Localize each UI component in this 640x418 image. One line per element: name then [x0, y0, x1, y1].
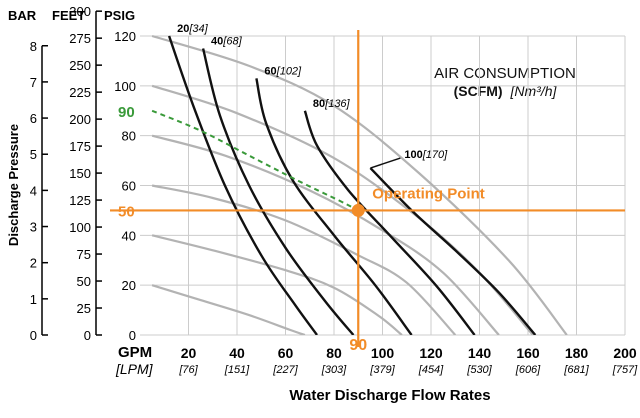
side-axis-tick-label: 1	[30, 292, 37, 307]
axis-title-feet: FEET	[52, 8, 85, 23]
side-axis-tick-label: 4	[30, 183, 37, 198]
x-tick-label-lpm: [303]	[321, 364, 347, 376]
side-axis-tick-label: 175	[69, 139, 91, 154]
air-curve-label-value: 60	[264, 65, 276, 77]
air-curve-label: 20[34]	[177, 23, 209, 35]
side-axis-tick-label: 0	[84, 328, 91, 343]
air-curve-label-value: 40	[211, 35, 223, 47]
x-tick-label-lpm: [379]	[369, 364, 395, 376]
side-axis-tick-label: 0	[30, 328, 37, 343]
x-axis-label: Water Discharge Flow Rates	[289, 387, 490, 404]
chart-title: AIR CONSUMPTION	[434, 65, 576, 82]
air-curve	[369, 167, 537, 335]
air-curve-leader	[370, 157, 401, 169]
x-tick-label-gpm: 20	[181, 345, 197, 361]
side-axis-tick-label: 275	[69, 31, 91, 46]
pressure-curve	[151, 234, 403, 335]
psig-tick-label: 20	[122, 278, 136, 293]
x-tick-label-gpm: 140	[468, 345, 492, 361]
side-axis-tick-label: 125	[69, 193, 91, 208]
x-tick-label-gpm: 180	[565, 345, 589, 361]
air-curve-label-metric: [68]	[222, 35, 242, 47]
x-tick-label-lpm: [681]	[563, 364, 589, 376]
air-curve-label-value: 100	[404, 149, 422, 161]
air-curve-label-metric: [170]	[422, 149, 448, 161]
air-curve-label: 60[102]	[264, 65, 302, 77]
side-axis-tick-label: 225	[69, 85, 91, 100]
side-axis-tick-label: 8	[30, 39, 37, 54]
side-axis-tick-label: 250	[69, 58, 91, 73]
operating-point-layer: Operating Point 50 90 90	[110, 30, 625, 354]
axis-title-bar: BAR	[8, 8, 37, 23]
side-axis-tick-label: 5	[30, 147, 37, 162]
pressure-curve	[151, 184, 457, 335]
x-tick-label-lpm: [530]	[466, 364, 492, 376]
x-tick-label-gpm: 40	[229, 345, 245, 361]
psig-tick-label: 60	[122, 179, 136, 194]
x-tick-label-gpm: 200	[613, 345, 637, 361]
y-axis-label: Discharge Pressure	[6, 124, 21, 246]
operating-point-marker	[351, 203, 365, 217]
x-tick-label-lpm: [227]	[272, 364, 298, 376]
x-tick-label-lpm: [757]	[612, 364, 638, 376]
x-tick-label-lpm: [151]	[224, 364, 250, 376]
air-curve-label-value: 80	[313, 98, 325, 110]
operating-gpm-label: 90	[349, 337, 367, 354]
side-axis-tick-label: 300	[69, 4, 91, 19]
air-curve-label: 100[170]	[404, 149, 448, 161]
air-curve-label-value: 20	[177, 23, 189, 35]
pressure-curve	[151, 284, 306, 335]
side-axis-tick-label: 150	[69, 166, 91, 181]
air-curve-label-metric: [34]	[188, 23, 208, 35]
psig-tick-label: 0	[129, 328, 136, 343]
side-axis-tick-label: 50	[77, 274, 91, 289]
side-axis-tick-label: 75	[77, 247, 91, 262]
x-tick-label-lpm: [76]	[178, 364, 198, 376]
air-curve	[303, 110, 476, 335]
side-axis-tick-label: 3	[30, 220, 37, 235]
pressure-curves-layer	[151, 34, 568, 335]
side-axis-tick-label: 7	[30, 75, 37, 90]
chart-subtitle: (SCFM) [Nm³/h]	[454, 83, 558, 99]
x-tick-label-gpm: 100	[371, 345, 395, 361]
x-tick-label-gpm: 120	[419, 345, 443, 361]
x-tick-label-gpm: 160	[516, 345, 540, 361]
x-tick-label-lpm: [606]	[515, 364, 541, 376]
pressure-curve	[151, 34, 568, 335]
air-curve-labels-layer: 20[34]40[68] 60[102] 80[136] 100[170]	[177, 23, 448, 169]
axis-title-psig: PSIG	[104, 8, 135, 23]
psig-tick-label: 120	[114, 29, 136, 44]
psig-tick-label: 100	[114, 79, 136, 94]
side-axis-tick-label: 6	[30, 111, 37, 126]
air-pressure-dashed-line	[151, 109, 359, 212]
air-curve-label-metric: [102]	[276, 65, 302, 77]
axes-layer: 20[76]40[151]60[227]80[303]100[379]120[4…	[30, 4, 638, 376]
side-axis-tick-label: 25	[77, 301, 91, 316]
air-curve	[201, 48, 355, 335]
air-curve-label: 40[68]	[211, 35, 243, 47]
operating-point-label: Operating Point	[372, 185, 485, 202]
subtitle-metric: [Nm³/h]	[510, 83, 558, 99]
psig-tick-label: 80	[122, 129, 136, 144]
operating-psig-label: 50	[118, 203, 135, 220]
x-unit-label: GPM	[118, 344, 152, 361]
x-tick-label-lpm: [454]	[418, 364, 444, 376]
x-tick-label-gpm: 80	[326, 345, 342, 361]
side-axis-tick-label: 2	[30, 256, 37, 271]
side-axis-tick-label: 200	[69, 112, 91, 127]
grid-layer	[140, 35, 626, 336]
x-tick-label-gpm: 60	[278, 345, 294, 361]
subtitle-unit: (SCFM)	[454, 83, 503, 99]
air-curve-label: 80[136]	[313, 98, 351, 110]
air-pressure-label: 90	[118, 104, 135, 121]
x-metric-unit-label: [LPM]	[115, 361, 154, 377]
air-curve-label-metric: [136]	[324, 98, 350, 110]
psig-tick-label: 40	[122, 228, 136, 243]
side-axis-tick-label: 100	[69, 220, 91, 235]
